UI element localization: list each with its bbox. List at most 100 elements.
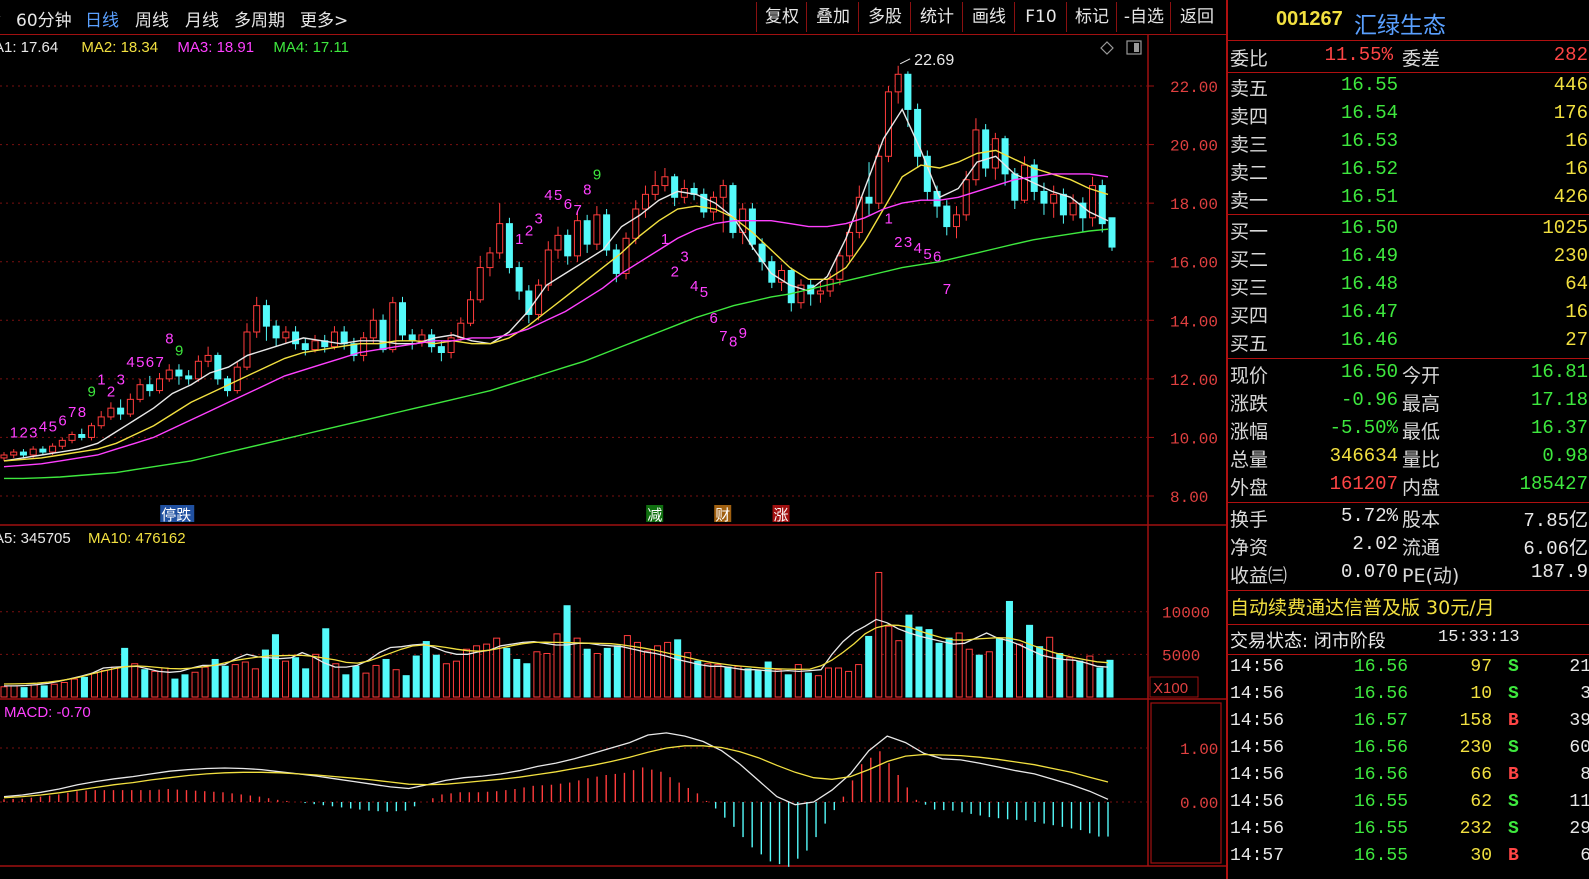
candle-body <box>991 138 999 169</box>
stat-label: 净资 <box>1230 537 1269 559</box>
td-count-label: 4 <box>690 278 698 295</box>
volume-bar <box>483 643 491 698</box>
back-button[interactable]: 返回 <box>1170 2 1223 32</box>
volume-bar <box>804 672 812 698</box>
volume-bar <box>543 652 551 698</box>
draw-line-button[interactable]: 画线 <box>962 2 1015 32</box>
candle-body <box>68 434 76 441</box>
high-price-label: 22.69 <box>914 52 954 69</box>
td-count-label: 2 <box>894 234 902 251</box>
f10-button[interactable]: F10 <box>1014 2 1067 32</box>
tick-volume: 62 <box>1470 792 1492 812</box>
bid-volume: 27 <box>1565 329 1588 351</box>
tab-daily[interactable]: 日线 <box>85 11 119 31</box>
tab-more[interactable]: 更多> <box>300 11 349 31</box>
event-tag: 减 <box>647 506 662 524</box>
bid-row[interactable]: 买一 16.50 1025 <box>1228 217 1589 245</box>
statistics-button[interactable]: 统计 <box>910 2 963 32</box>
stock-chart[interactable]: 22.0020.0018.0016.0014.0012.0010.008.002… <box>0 0 1226 879</box>
tick-count: 11 <box>1569 792 1589 812</box>
ask-row[interactable]: 卖二 16.52 16 <box>1228 158 1589 186</box>
promo-text: 自动续费通达信普及版 30元/月 <box>1230 597 1495 619</box>
volume-bar <box>1086 655 1094 698</box>
volume-bar <box>925 629 933 698</box>
candle-body <box>0 454 8 459</box>
tick-time: 14:56 <box>1230 738 1285 758</box>
candle-body <box>632 208 640 239</box>
remove-watchlist-button[interactable]: -自选 <box>1116 2 1171 32</box>
stat-label: PE(动) <box>1402 565 1460 587</box>
ask-row[interactable]: 卖五 16.55 446 <box>1228 74 1589 102</box>
candle-body <box>515 267 523 292</box>
volume-unit-label: X100 <box>1153 680 1188 697</box>
trade-status: 交易状态: 闭市阶段 15:33:13 <box>1228 626 1589 654</box>
candle-body <box>311 340 319 351</box>
stat-label: 流通 <box>1402 537 1441 559</box>
volume-bar <box>513 658 521 698</box>
bid-volume: 64 <box>1565 273 1588 295</box>
candle-body <box>1059 193 1067 216</box>
event-tag: 财 <box>715 506 730 524</box>
volume-bar <box>40 685 48 698</box>
tab-weekly[interactable]: 周线 <box>135 11 169 31</box>
stock-header: 001267 汇绿生态 <box>1228 6 1589 39</box>
td-count-label: 3 <box>117 372 125 389</box>
ask-row[interactable]: 卖一 16.51 426 <box>1228 186 1589 214</box>
volume-bar <box>50 683 58 698</box>
td-count-label: 4 <box>544 187 552 204</box>
bid-row[interactable]: 买四 16.47 16 <box>1228 301 1589 329</box>
tick-time: 14:56 <box>1230 657 1285 677</box>
tick-price: 16.55 <box>1353 792 1408 812</box>
bid-row[interactable]: 买五 16.46 27 <box>1228 329 1589 357</box>
td-count-label: 9 <box>739 325 747 342</box>
promo-banner[interactable]: 自动续费通达信普及版 30元/月 <box>1228 592 1589 620</box>
overlay-button[interactable]: 叠加 <box>806 2 859 32</box>
volume-bar <box>493 637 501 698</box>
bid-row[interactable]: 买二 16.49 230 <box>1228 245 1589 273</box>
candle-body <box>301 343 309 351</box>
ma-legend-item: MA3: 18.91 <box>177 39 254 56</box>
mark-button[interactable]: 标记 <box>1066 2 1117 32</box>
ask-label: 卖四 <box>1230 106 1269 128</box>
volume-bar <box>221 665 229 698</box>
candle-body <box>855 196 863 233</box>
ask-row[interactable]: 卖四 16.54 176 <box>1228 102 1589 130</box>
volume-bar <box>171 678 179 698</box>
tab-multi-period[interactable]: 多周期 <box>234 11 285 31</box>
macd-axis-label: 0.00 <box>1180 795 1218 813</box>
candle-body <box>194 360 202 380</box>
tick-row: 14:57 16.55 30 B 6 <box>1228 846 1589 873</box>
tick-time: 14:56 <box>1230 792 1285 812</box>
ask-label: 卖三 <box>1230 134 1269 156</box>
td-count-label: 1 <box>884 211 892 228</box>
tab-60min[interactable]: 60分钟 <box>16 11 72 31</box>
fuquan-button[interactable]: 复权 <box>756 2 807 32</box>
candle-body <box>583 220 591 245</box>
ma-legend-item: A1: 17.64 <box>0 39 58 56</box>
candle-body <box>778 270 786 283</box>
price-axis-label: 14.00 <box>1170 313 1218 331</box>
volume-bar <box>885 625 893 698</box>
price-axis-label: 8.00 <box>1170 489 1208 507</box>
tick-price: 16.56 <box>1353 765 1408 785</box>
stat-row: 总量 346634 量比 0.98 <box>1228 445 1589 473</box>
tab-prev-arrow[interactable]: ▸ <box>0 6 1 26</box>
volume-bar <box>533 651 541 698</box>
td-count-label: 1 <box>97 372 105 389</box>
volume-bar <box>724 666 732 698</box>
multi-stock-button[interactable]: 多股 <box>858 2 911 32</box>
candle-body <box>496 223 504 254</box>
bid-row[interactable]: 买三 16.48 64 <box>1228 273 1589 301</box>
volume-bar <box>20 687 28 698</box>
ask-row[interactable]: 卖三 16.53 16 <box>1228 130 1589 158</box>
tick-time: 14:57 <box>1230 846 1285 866</box>
candle-body <box>418 334 426 342</box>
event-tag-bg <box>772 505 790 522</box>
tick-volume: 30 <box>1470 846 1492 866</box>
stat-value: 5.72% <box>1340 505 1398 527</box>
stat-value: -5.50% <box>1329 417 1398 439</box>
ask-label: 卖一 <box>1230 190 1269 212</box>
tab-monthly[interactable]: 月线 <box>185 11 219 31</box>
volume-bar <box>251 668 259 698</box>
stat-label: 股本 <box>1402 509 1441 531</box>
